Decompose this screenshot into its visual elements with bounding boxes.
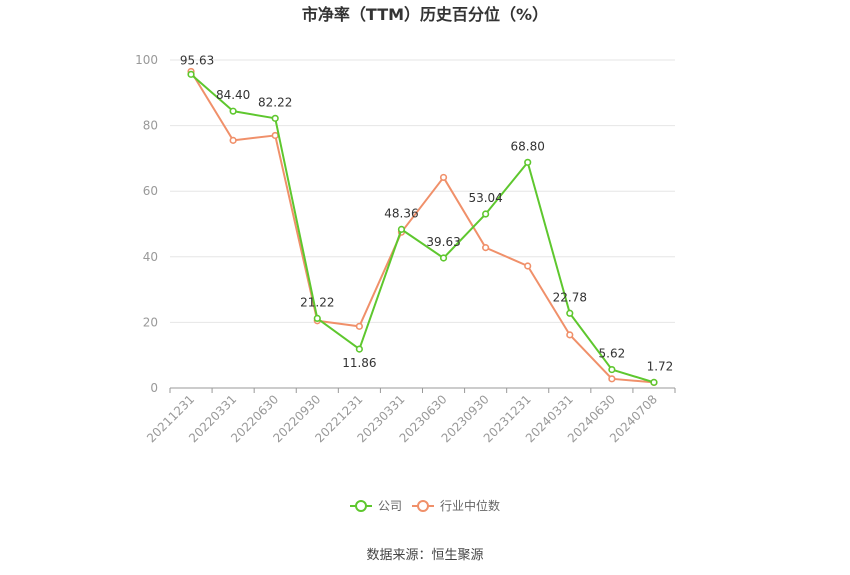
y-tick-label-40: 40 (143, 250, 158, 264)
data-point-company-8 (524, 158, 532, 166)
data-label-company-8: 68.80 (511, 139, 545, 153)
data-point-company-10 (608, 365, 616, 374)
data-point-industry-median-6 (439, 173, 448, 182)
y-tick-label-80: 80 (143, 119, 158, 133)
data-point-company-4 (355, 345, 363, 353)
data-label-company-5: 48.36 (384, 206, 418, 220)
data-point-industry-median-9 (566, 331, 574, 339)
source-note: 数据来源：恒生聚源 (366, 548, 483, 563)
legend-label: 公司 (378, 499, 402, 513)
legend[interactable]: 公司 行业中位数 (350, 498, 500, 513)
data-point-company-1 (229, 107, 237, 115)
data-point-company-7 (482, 210, 490, 218)
data-label-company-11: 1.72 (647, 359, 674, 373)
data-label-company-6: 39.63 (426, 235, 460, 249)
data-label-company-3: 21.22 (300, 295, 334, 309)
data-point-company-11 (650, 378, 658, 386)
grid-lines (170, 59, 675, 323)
legend-marker (417, 500, 429, 512)
data-label-company-2: 82.22 (258, 95, 292, 109)
data-point-company-5 (397, 225, 406, 233)
legend-label: 行业中位数 (440, 498, 500, 513)
data-point-company-9 (566, 309, 574, 317)
data-label-company-0: 95.63 (180, 53, 214, 67)
legend-item-company[interactable]: 公司 (350, 499, 402, 513)
data-label-company-1: 84.40 (216, 88, 250, 102)
data-label-company-9: 22.78 (553, 290, 587, 304)
data-point-company-0 (187, 70, 195, 78)
data-point-industry-median-10 (608, 375, 616, 383)
data-label-company-7: 53.04 (468, 191, 502, 205)
data-point-industry-median-8 (524, 262, 532, 270)
data-point-industry-median-1 (229, 136, 237, 144)
data-point-industry-median-7 (482, 244, 490, 252)
data-labels: 95.63 84.40 82.22 21.22 11.86 48.36 39.63 53.04… (180, 53, 673, 373)
series-line-company (190, 73, 655, 384)
chart-title: 市净率（TTM）历史百分位（%） (302, 5, 548, 24)
series-layer (187, 67, 658, 387)
y-tick-label-0: 0 (150, 381, 158, 395)
data-point-industry-median-4 (355, 322, 363, 330)
data-point-company-3 (313, 314, 321, 322)
data-point-industry-median-2 (271, 131, 279, 140)
y-tick-label-20: 20 (143, 315, 158, 329)
legend-item-industry-median[interactable]: 行业中位数 (412, 498, 500, 513)
legend-marker (355, 500, 367, 512)
data-point-company-2 (271, 114, 279, 122)
data-label-company-4: 11.86 (342, 356, 376, 370)
y-tick-label-60: 60 (143, 184, 158, 198)
y-tick-label-100: 100 (135, 53, 158, 67)
series-line-industry-median (190, 70, 655, 384)
data-point-company-6 (439, 254, 448, 262)
data-label-company-10: 5.62 (599, 347, 626, 361)
